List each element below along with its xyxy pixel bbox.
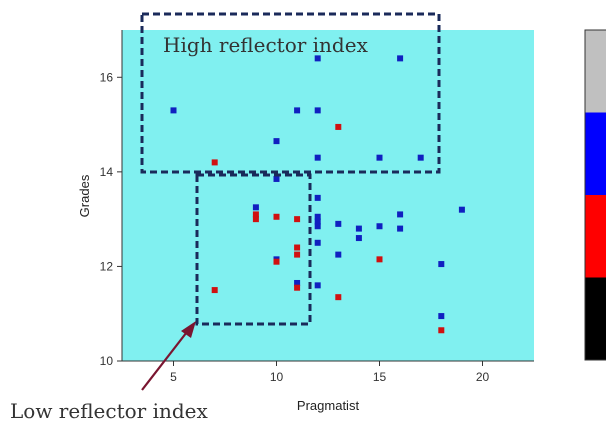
data-point [252, 204, 259, 211]
annotation-boxes [140, 12, 441, 326]
color-bar-segment [585, 277, 606, 360]
data-point [314, 107, 321, 114]
data-point [314, 223, 321, 230]
color-bar-segment [585, 195, 606, 278]
low-reflector-box [195, 173, 312, 326]
data-point [273, 213, 280, 220]
data-point [314, 239, 321, 246]
low-reflector-arrowhead [181, 321, 196, 338]
data-point [294, 251, 301, 258]
y-tick-label: 12 [100, 259, 114, 273]
data-point [397, 55, 404, 62]
data-point [211, 287, 218, 294]
data-point [335, 220, 342, 227]
y-tick-label: 14 [100, 165, 114, 179]
data-point [335, 294, 342, 301]
data-point [355, 225, 362, 232]
color-bar [584, 29, 606, 361]
data-point [438, 327, 445, 334]
data-point [397, 211, 404, 218]
high-reflector-label: High reflector index [163, 33, 369, 57]
x-tick-label: 10 [270, 370, 284, 384]
x-tick-label: 5 [170, 370, 177, 384]
data-point [438, 313, 445, 320]
data-point [294, 279, 301, 286]
data-point [376, 223, 383, 230]
y-axis-label: Grades [77, 174, 92, 217]
data-point [314, 194, 321, 201]
x-axis-label: Pragmatist [297, 398, 360, 413]
data-point [294, 107, 301, 114]
color-bar-border [584, 29, 606, 361]
data-point [397, 225, 404, 232]
data-point [273, 258, 280, 265]
plot-area-background [122, 30, 534, 361]
color-bar-segment [585, 112, 606, 195]
data-point [458, 206, 465, 213]
data-point [335, 251, 342, 258]
low-reflector-arrow [141, 327, 191, 391]
low-reflector-label: Low reflector index [10, 399, 208, 421]
data-point [355, 235, 362, 242]
data-point [417, 154, 424, 161]
data-point [273, 175, 280, 182]
x-tick-label: 15 [373, 370, 387, 384]
data-points [170, 55, 465, 334]
data-point [314, 213, 321, 220]
data-point [376, 154, 383, 161]
color-bar-segment [585, 30, 606, 113]
y-tick-label: 10 [100, 354, 114, 368]
data-point [314, 218, 321, 225]
data-point [273, 138, 280, 145]
data-point [294, 244, 301, 251]
data-point [294, 216, 301, 223]
data-point [252, 211, 259, 218]
data-point [314, 55, 321, 62]
x-tick-label: 20 [476, 370, 490, 384]
data-point [335, 123, 342, 130]
data-point [376, 256, 383, 263]
axis-ticks: 5 10 15 20 10 12 14 16 [100, 70, 490, 384]
y-tick-label: 16 [100, 70, 114, 84]
data-point [438, 261, 445, 268]
data-point [314, 154, 321, 161]
data-point [170, 107, 177, 114]
data-point [314, 282, 321, 289]
high-reflector-box [140, 12, 441, 174]
data-point [252, 216, 259, 223]
data-point [294, 284, 301, 291]
data-point [211, 159, 218, 166]
